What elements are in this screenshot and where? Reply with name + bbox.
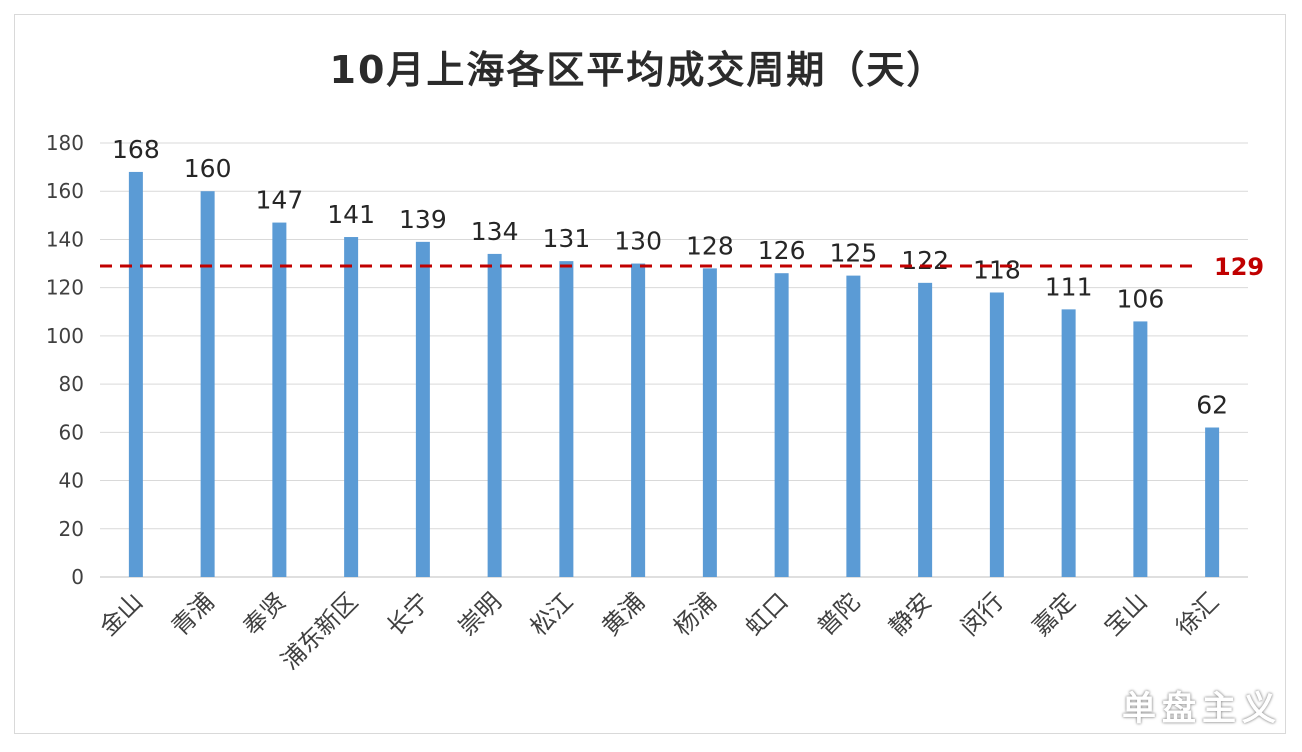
data-label: 134 (471, 217, 519, 246)
y-tick-label: 160 (46, 179, 84, 203)
data-label: 111 (1045, 272, 1093, 301)
x-tick-label: 金山 (94, 587, 148, 641)
y-tick-label: 0 (71, 565, 84, 589)
y-tick-label: 100 (46, 324, 84, 348)
chart-title: 10月上海各区平均成交周期（天） (329, 48, 947, 92)
bar (272, 222, 287, 578)
bar (1133, 321, 1148, 577)
data-label: 128 (686, 231, 734, 260)
data-label: 62 (1196, 391, 1228, 420)
y-tick-label: 60 (59, 420, 84, 444)
bar (344, 237, 359, 578)
x-tick-label: 青浦 (166, 587, 220, 641)
data-label: 147 (256, 186, 304, 215)
x-tick-label: 黄浦 (597, 587, 651, 641)
y-tick-label: 120 (46, 276, 84, 300)
bar (1205, 427, 1220, 577)
y-tick-label: 140 (46, 227, 84, 251)
bar (774, 273, 789, 577)
y-tick-label: 20 (59, 517, 84, 541)
x-tick-label: 宝山 (1099, 587, 1153, 641)
data-label: 141 (327, 200, 375, 229)
bar (846, 275, 861, 577)
watermark: 单盘主义 (1122, 689, 1282, 729)
data-label: 106 (1117, 284, 1165, 313)
x-tick-label: 嘉定 (1027, 587, 1081, 641)
bar (128, 171, 143, 577)
bar (487, 253, 502, 577)
data-label: 168 (112, 135, 160, 164)
y-tick-label: 40 (59, 469, 84, 493)
y-tick-label: 180 (46, 131, 84, 155)
y-tick-label: 80 (59, 372, 84, 396)
data-label: 118 (973, 255, 1021, 284)
bar (559, 261, 574, 577)
x-tick-label: 浦东新区 (276, 587, 364, 675)
x-tick-label: 虹口 (740, 587, 794, 641)
reference-line-label: 129 (1214, 253, 1264, 281)
bar (1061, 309, 1076, 577)
x-tick-label: 闵行 (955, 587, 1009, 641)
x-tick-label: 杨浦 (668, 587, 722, 641)
bar (415, 241, 430, 577)
x-tick-label: 长宁 (381, 587, 435, 641)
data-label: 122 (901, 246, 949, 275)
x-tick-label: 静安 (884, 587, 938, 641)
x-tick-label: 崇明 (453, 587, 507, 641)
bar (200, 191, 215, 577)
x-tick-label: 普陀 (812, 587, 866, 641)
data-label: 126 (758, 236, 806, 265)
data-label: 125 (830, 239, 878, 268)
bar (631, 263, 646, 577)
bar (918, 282, 933, 577)
data-label: 131 (543, 224, 591, 253)
data-label: 130 (614, 227, 662, 256)
x-tick-label: 徐汇 (1171, 587, 1225, 641)
x-tick-label: 奉贤 (238, 587, 292, 641)
x-tick-label: 松江 (525, 587, 579, 641)
data-label: 139 (399, 205, 447, 234)
bar (989, 292, 1004, 577)
bar (702, 268, 717, 577)
data-label: 160 (184, 154, 232, 183)
